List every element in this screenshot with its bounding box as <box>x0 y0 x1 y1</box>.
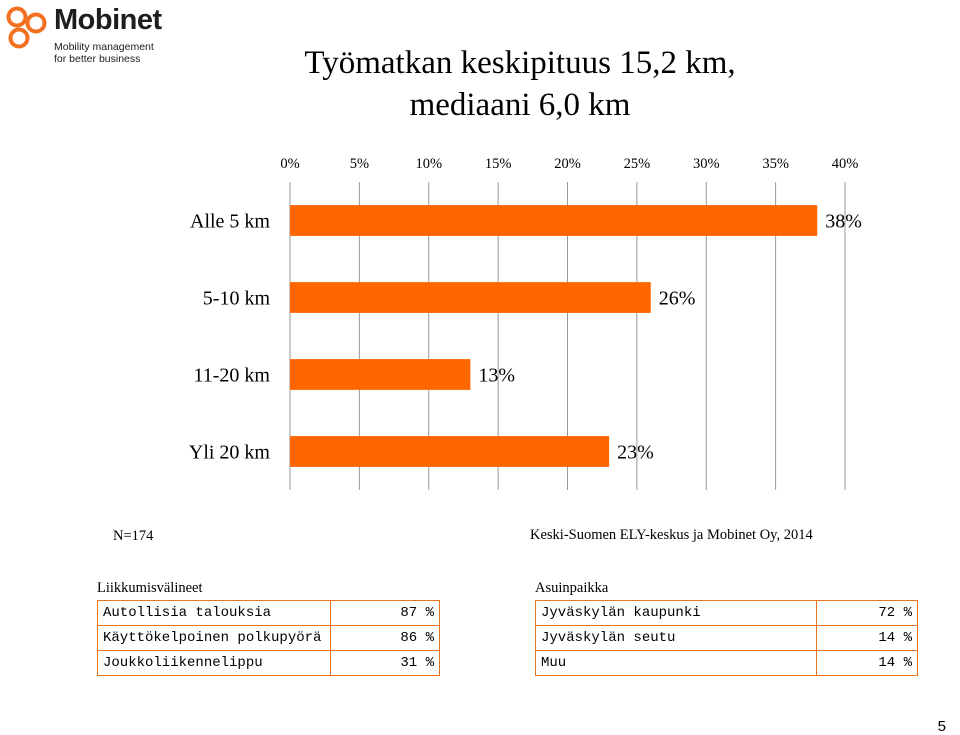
x-tick-label: 35% <box>762 156 789 172</box>
table-row: Jyväskylän seutu 14 % <box>535 625 918 651</box>
value-label: 13% <box>478 365 515 387</box>
bar <box>290 359 471 390</box>
table-row: Muu 14 % <box>535 650 918 676</box>
x-tick-label: 30% <box>693 156 720 172</box>
table-cell-label: Jyväskylän seutu <box>535 625 817 651</box>
residence-caption: Asuinpaikka <box>535 580 609 596</box>
x-tick-label: 5% <box>350 156 369 172</box>
bar <box>290 205 818 236</box>
table-cell-value: 72 % <box>816 600 918 626</box>
x-tick-label: 0% <box>280 156 299 172</box>
transport-means-caption: Liikkumisvälineet <box>97 580 203 596</box>
table-cell-value: 86 % <box>330 625 440 651</box>
table-row: Käyttökelpoinen polkupyörä 86 % <box>97 625 440 651</box>
bar <box>290 282 651 313</box>
category-label: 11-20 km <box>194 365 271 387</box>
table-cell-value: 31 % <box>330 650 440 676</box>
table-row: Joukkoliikennelippu 31 % <box>97 650 440 676</box>
logo-name: Mobinet <box>54 4 162 36</box>
page-title-line1: Työmatkan keskipituus 15,2 km, <box>304 45 736 81</box>
chart-bars <box>290 205 818 467</box>
table-cell-label: Käyttökelpoinen polkupyörä <box>97 625 331 651</box>
value-label: 38% <box>825 211 862 233</box>
logo-tagline-line2: for better business <box>54 53 141 65</box>
transport-means-table: Autollisia talouksia 87 % Käyttökelpoine… <box>97 600 440 676</box>
x-tick-label: 10% <box>415 156 442 172</box>
logo-rings-icon <box>6 6 47 49</box>
table-cell-label: Muu <box>535 650 817 676</box>
x-axis-ticks: 0% 5% 10% 15% 20% 25% 30% 35% 40% <box>280 156 858 172</box>
bar <box>290 436 610 467</box>
table-row: Jyväskylän kaupunki 72 % <box>535 600 918 626</box>
residence-table: Jyväskylän kaupunki 72 % Jyväskylän seut… <box>535 600 918 676</box>
table-row: Autollisia talouksia 87 % <box>97 600 440 626</box>
transport-means-table-block: Liikkumisvälineet Autollisia talouksia 8… <box>97 580 440 676</box>
category-label: 5-10 km <box>203 288 271 310</box>
sample-size-note: N=174 <box>113 528 154 544</box>
category-label: Alle 5 km <box>190 211 270 233</box>
source-note: Keski-Suomen ELY-keskus ja Mobinet Oy, 2… <box>530 527 813 543</box>
residence-table-block: Asuinpaikka Jyväskylän kaupunki 72 % Jyv… <box>535 580 918 676</box>
logo-tagline-line1: Mobility management <box>54 41 154 53</box>
table-cell-label: Joukkoliikennelippu <box>97 650 331 676</box>
table-cell-value: 87 % <box>330 600 440 626</box>
logo-tagline: Mobility management for better business <box>54 41 204 65</box>
table-cell-label: Jyväskylän kaupunki <box>535 600 817 626</box>
x-tick-label: 25% <box>624 156 651 172</box>
page-number: 5 <box>937 718 946 735</box>
bar-chart: 0% 5% 10% 15% 20% 25% 30% 35% 40% Alle 5 km 5-10 … <box>189 156 862 490</box>
page-title-line2: mediaani 6,0 km <box>409 87 631 123</box>
x-tick-label: 15% <box>485 156 512 172</box>
page-title: Työmatkan keskipituus 15,2 km, mediaani … <box>200 42 840 126</box>
category-label: Yli 20 km <box>189 442 271 464</box>
value-labels: 38% 26% 13% 23% <box>478 211 862 464</box>
table-cell-label: Autollisia talouksia <box>97 600 331 626</box>
value-label: 26% <box>659 288 696 310</box>
x-tick-label: 40% <box>832 156 859 172</box>
table-cell-value: 14 % <box>816 650 918 676</box>
mobinet-logo: Mobinet Mobility management for better b… <box>4 4 194 66</box>
value-label: 23% <box>617 442 654 464</box>
category-labels: Alle 5 km 5-10 km 11-20 km Yli 20 km <box>189 211 271 464</box>
table-cell-value: 14 % <box>816 625 918 651</box>
x-tick-label: 20% <box>554 156 581 172</box>
